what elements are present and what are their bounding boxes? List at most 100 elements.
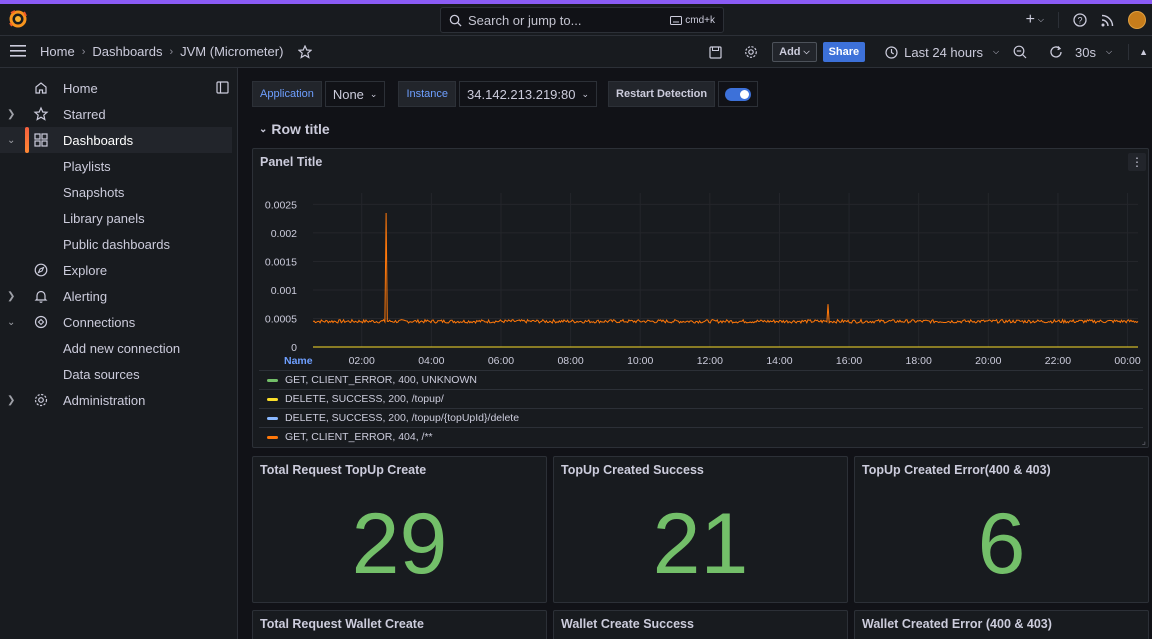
sidebar-item-playlists[interactable]: Playlists <box>0 153 232 179</box>
legend-item[interactable]: DELETE, SUCCESS, 200, /topup/ <box>259 389 1143 408</box>
chevron-right-icon[interactable]: ❯ <box>7 290 16 302</box>
legend-label: GET, CLIENT_ERROR, 404, /** <box>285 431 433 443</box>
sidebar-item-home[interactable]: Home <box>0 75 232 101</box>
stat-title[interactable]: TopUp Created Error(400 & 403) <box>862 463 1051 477</box>
chevron-down-icon[interactable]: ⌄ <box>7 316 16 328</box>
x-tick-label: 20:00 <box>975 355 1001 367</box>
stat-panel: Wallet Create Success <box>553 610 848 639</box>
stat-title[interactable]: Total Request Wallet Create <box>260 617 424 631</box>
sidebar-item-public-dashboards[interactable]: Public dashboards <box>0 231 232 257</box>
sidebar: Home ❯ Starred ⌄ Dashboards Playlists Sn… <box>0 68 238 639</box>
clock-icon <box>885 45 898 59</box>
add-button[interactable]: Add ⌵ <box>772 42 817 62</box>
refresh-icon[interactable] <box>1049 45 1063 59</box>
stat-title[interactable]: Total Request TopUp Create <box>260 463 427 477</box>
y-tick-label: 0.0025 <box>265 199 297 211</box>
sidebar-item-data-sources[interactable]: Data sources <box>0 361 232 387</box>
sidebar-item-label: Explore <box>63 262 108 278</box>
stat-value: 29 <box>351 496 448 592</box>
sidebar-item-dashboards[interactable]: ⌄ Dashboards <box>0 127 232 153</box>
template-variables: Application None ⌄ Instance 34.142.213.2… <box>252 81 759 107</box>
x-tick-label: 18:00 <box>906 355 932 367</box>
legend-label: GET, CLIENT_ERROR, 400, UNKNOWN <box>285 374 477 386</box>
star-icon[interactable] <box>298 44 313 59</box>
sidebar-item-label: Connections <box>63 314 136 330</box>
chevron-down-icon: ⌵ <box>1037 15 1044 24</box>
x-tick-label: 16:00 <box>836 355 862 367</box>
search-shortcut-text: cmd+k <box>685 14 715 26</box>
time-range-picker[interactable]: Last 24 hours ⌵ <box>885 45 999 60</box>
share-button[interactable]: Share <box>822 42 866 62</box>
legend-item[interactable]: GET, CLIENT_ERROR, 404, /** <box>259 427 1143 446</box>
y-tick-label: 0.002 <box>271 228 297 240</box>
stat-title[interactable]: TopUp Created Success <box>561 463 704 477</box>
legend-swatch <box>267 416 278 420</box>
breadcrumb-home[interactable]: Home <box>40 44 75 59</box>
sidebar-item-label: Dashboards <box>63 132 134 148</box>
restart-detection-toggle[interactable] <box>725 87 752 101</box>
sidebar-item-add-new-connection[interactable]: Add new connection <box>0 335 232 361</box>
refresh-interval-picker[interactable]: 30s ⌵ <box>1075 45 1112 60</box>
zoom-out-icon[interactable] <box>1013 45 1027 59</box>
settings-gear-icon[interactable] <box>744 45 758 59</box>
plug-icon <box>34 315 48 329</box>
sidebar-item-label: Playlists <box>63 158 111 174</box>
top-bar: Search or jump to... cmd+k + ⌵ ? <box>0 0 1152 36</box>
sidebar-item-library-panels[interactable]: Library panels <box>0 205 232 231</box>
user-avatar[interactable] <box>1128 11 1146 29</box>
search-bar[interactable]: Search or jump to... cmd+k <box>440 7 724 33</box>
sidebar-item-label: Starred <box>63 106 106 122</box>
help-icon[interactable]: ? <box>1073 13 1087 27</box>
variable-label-application: Application <box>252 81 322 107</box>
sidebar-item-starred[interactable]: ❯ Starred <box>0 101 232 127</box>
sidebar-item-administration[interactable]: ❯ Administration <box>0 387 232 413</box>
legend-header[interactable]: Name <box>284 355 313 367</box>
chevron-right-icon[interactable]: ❯ <box>7 394 16 406</box>
instance-value: 34.142.213.219:80 <box>467 86 576 102</box>
dock-menu-icon[interactable] <box>216 81 229 94</box>
chevron-down-icon[interactable]: ⌄ <box>7 134 16 146</box>
sidebar-item-label: Public dashboards <box>63 236 170 252</box>
menu-icon[interactable] <box>10 44 26 58</box>
row-header[interactable]: ⌄ Row title <box>259 121 330 137</box>
sidebar-item-snapshots[interactable]: Snapshots <box>0 179 232 205</box>
chevron-down-icon: ⌄ <box>259 123 268 135</box>
rss-news-icon[interactable] <box>1101 14 1114 27</box>
new-menu-button[interactable]: + ⌵ <box>1026 11 1044 29</box>
instance-select[interactable]: 34.142.213.219:80 ⌄ <box>459 81 598 107</box>
legend-item[interactable]: DELETE, SUCCESS, 200, /topup/{topUpId}/d… <box>259 408 1143 427</box>
sidebar-item-label: Data sources <box>63 366 140 382</box>
sidebar-item-explore[interactable]: Explore <box>0 257 232 283</box>
divider <box>1058 12 1059 28</box>
timeseries-chart[interactable]: 0 0.0005 0.001 0.0015 0.002 0.0025 02:00 04:00 0… <box>253 183 1148 383</box>
breadcrumb-dashboards[interactable]: Dashboards <box>92 44 163 59</box>
application-select[interactable]: None ⌄ <box>324 81 386 107</box>
y-tick-label: 0 <box>291 342 297 354</box>
stat-title[interactable]: Wallet Create Success <box>561 617 694 631</box>
chevron-down-icon: ⌵ <box>803 47 810 56</box>
chevron-up-icon[interactable]: ▲ <box>1139 47 1148 57</box>
chevron-right-icon: › <box>169 45 174 58</box>
grafana-logo[interactable] <box>8 9 28 29</box>
panel-title[interactable]: Panel Title <box>260 155 323 169</box>
legend-swatch <box>267 378 278 382</box>
time-range-label: Last 24 hours <box>904 44 983 60</box>
sidebar-item-alerting[interactable]: ❯ Alerting <box>0 283 232 309</box>
stat-title[interactable]: Wallet Created Error (400 & 403) <box>862 617 1052 631</box>
resize-handle-icon[interactable]: ⌟ <box>1141 436 1146 446</box>
chevron-down-icon: ⌵ <box>992 47 1000 56</box>
apps-icon <box>34 133 48 147</box>
sidebar-item-label: Administration <box>63 392 146 408</box>
series-line <box>312 212 1139 325</box>
panel-menu-icon[interactable]: ⋮ <box>1128 153 1146 171</box>
legend-swatch <box>267 435 278 439</box>
sidebar-item-label: Snapshots <box>63 184 125 200</box>
legend-swatch <box>267 397 278 401</box>
compass-icon <box>34 263 48 277</box>
search-shortcut: cmd+k <box>670 15 715 26</box>
legend-item[interactable]: GET, CLIENT_ERROR, 400, UNKNOWN <box>259 370 1143 389</box>
search-placeholder: Search or jump to... <box>468 12 582 28</box>
sidebar-item-connections[interactable]: ⌄ Connections <box>0 309 232 335</box>
save-icon[interactable] <box>709 45 722 59</box>
chevron-right-icon[interactable]: ❯ <box>7 108 16 120</box>
